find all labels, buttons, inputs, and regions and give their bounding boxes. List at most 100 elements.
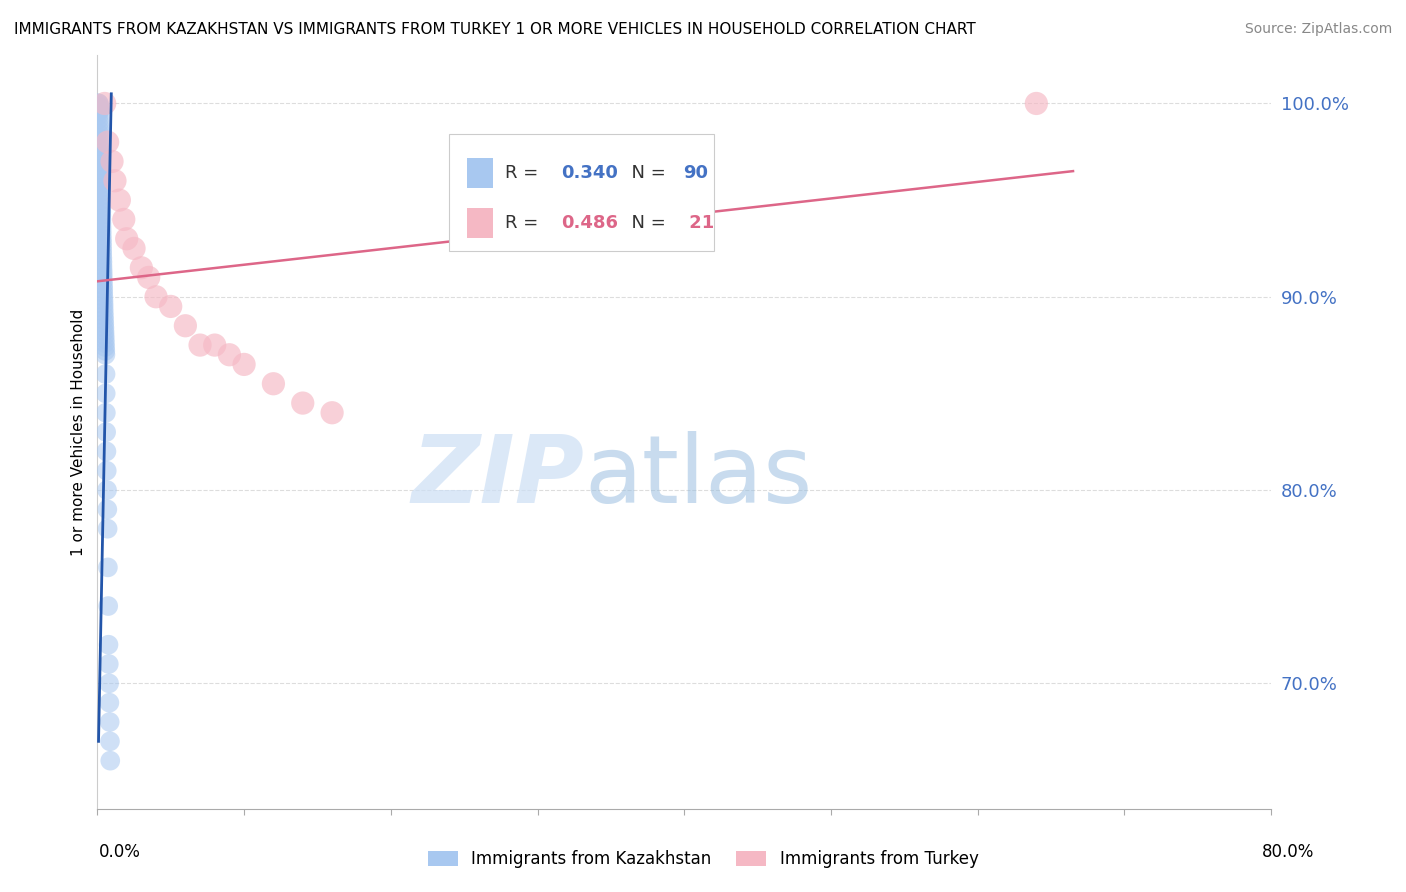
Point xyxy=(90,227,112,242)
Point xyxy=(94,336,117,351)
Point xyxy=(96,483,118,497)
Point xyxy=(91,282,114,296)
Point xyxy=(91,262,114,277)
Point xyxy=(90,178,112,192)
Point xyxy=(93,325,115,339)
Point xyxy=(90,186,112,200)
Point xyxy=(94,386,117,401)
Point xyxy=(112,212,135,227)
Point xyxy=(89,104,111,119)
Point xyxy=(91,270,114,285)
Point xyxy=(174,318,197,333)
Point xyxy=(188,338,211,352)
Point xyxy=(94,406,117,420)
Text: 90: 90 xyxy=(683,164,709,182)
Point xyxy=(90,212,112,227)
Point xyxy=(89,146,111,161)
Point xyxy=(89,139,111,153)
Point xyxy=(89,162,111,177)
Point xyxy=(91,285,114,300)
Point xyxy=(87,108,110,122)
Bar xyxy=(467,158,494,188)
Point xyxy=(90,209,112,223)
Point xyxy=(97,560,120,574)
Text: 0.486: 0.486 xyxy=(561,214,619,232)
Text: ZIP: ZIP xyxy=(412,432,585,524)
Point xyxy=(90,197,112,211)
Point xyxy=(159,300,181,314)
Point xyxy=(1025,96,1047,111)
Point xyxy=(89,135,111,149)
Point xyxy=(87,100,110,114)
Point xyxy=(101,154,124,169)
Point xyxy=(89,116,111,130)
Point xyxy=(97,135,120,149)
Point xyxy=(89,131,111,145)
Point xyxy=(87,104,110,119)
Point xyxy=(93,96,115,111)
Point xyxy=(89,128,111,142)
Point xyxy=(93,290,115,304)
Point xyxy=(93,305,115,319)
Point xyxy=(91,247,114,261)
Text: R =: R = xyxy=(505,164,544,182)
Point xyxy=(98,676,121,690)
Point xyxy=(90,220,112,235)
Point xyxy=(91,278,114,293)
Point xyxy=(94,340,117,354)
Point xyxy=(94,343,117,358)
Point xyxy=(89,143,111,157)
Point xyxy=(90,232,112,246)
Point xyxy=(90,181,112,195)
Point xyxy=(93,293,115,308)
Text: atlas: atlas xyxy=(585,432,813,524)
Point xyxy=(89,154,111,169)
Point xyxy=(96,464,118,478)
Point xyxy=(93,301,115,316)
Point xyxy=(97,522,120,536)
Point xyxy=(87,112,110,126)
Point xyxy=(90,189,112,203)
Point xyxy=(89,120,111,134)
FancyBboxPatch shape xyxy=(450,135,714,252)
Point xyxy=(87,96,110,111)
Point xyxy=(93,309,115,323)
Point xyxy=(90,193,112,207)
Point xyxy=(89,166,111,180)
Point xyxy=(91,259,114,273)
Point xyxy=(122,242,145,256)
Point xyxy=(87,96,110,111)
Point xyxy=(91,274,114,288)
Point xyxy=(131,260,153,275)
Point xyxy=(94,332,117,346)
Point xyxy=(91,244,114,258)
Point xyxy=(98,734,121,748)
Point xyxy=(90,174,112,188)
Point xyxy=(96,444,118,458)
Text: Source: ZipAtlas.com: Source: ZipAtlas.com xyxy=(1244,22,1392,37)
Point xyxy=(87,100,110,114)
Point xyxy=(94,348,117,362)
Point xyxy=(98,696,121,710)
Text: 0.340: 0.340 xyxy=(561,164,617,182)
Point xyxy=(90,224,112,238)
Point xyxy=(94,367,117,381)
Point xyxy=(97,638,120,652)
Point xyxy=(104,174,127,188)
Point xyxy=(89,158,111,172)
Bar xyxy=(467,208,494,238)
Point xyxy=(90,216,112,230)
Point xyxy=(89,151,111,165)
Point xyxy=(97,657,120,671)
Point xyxy=(321,406,343,420)
Text: 80.0%: 80.0% xyxy=(1263,843,1315,861)
Point xyxy=(87,96,110,111)
Point xyxy=(262,376,284,391)
Point xyxy=(233,358,256,372)
Point xyxy=(96,502,118,516)
Point xyxy=(93,320,115,334)
Point xyxy=(91,235,114,250)
Point xyxy=(90,201,112,215)
Point xyxy=(98,754,121,768)
Text: IMMIGRANTS FROM KAZAKHSTAN VS IMMIGRANTS FROM TURKEY 1 OR MORE VEHICLES IN HOUSE: IMMIGRANTS FROM KAZAKHSTAN VS IMMIGRANTS… xyxy=(14,22,976,37)
